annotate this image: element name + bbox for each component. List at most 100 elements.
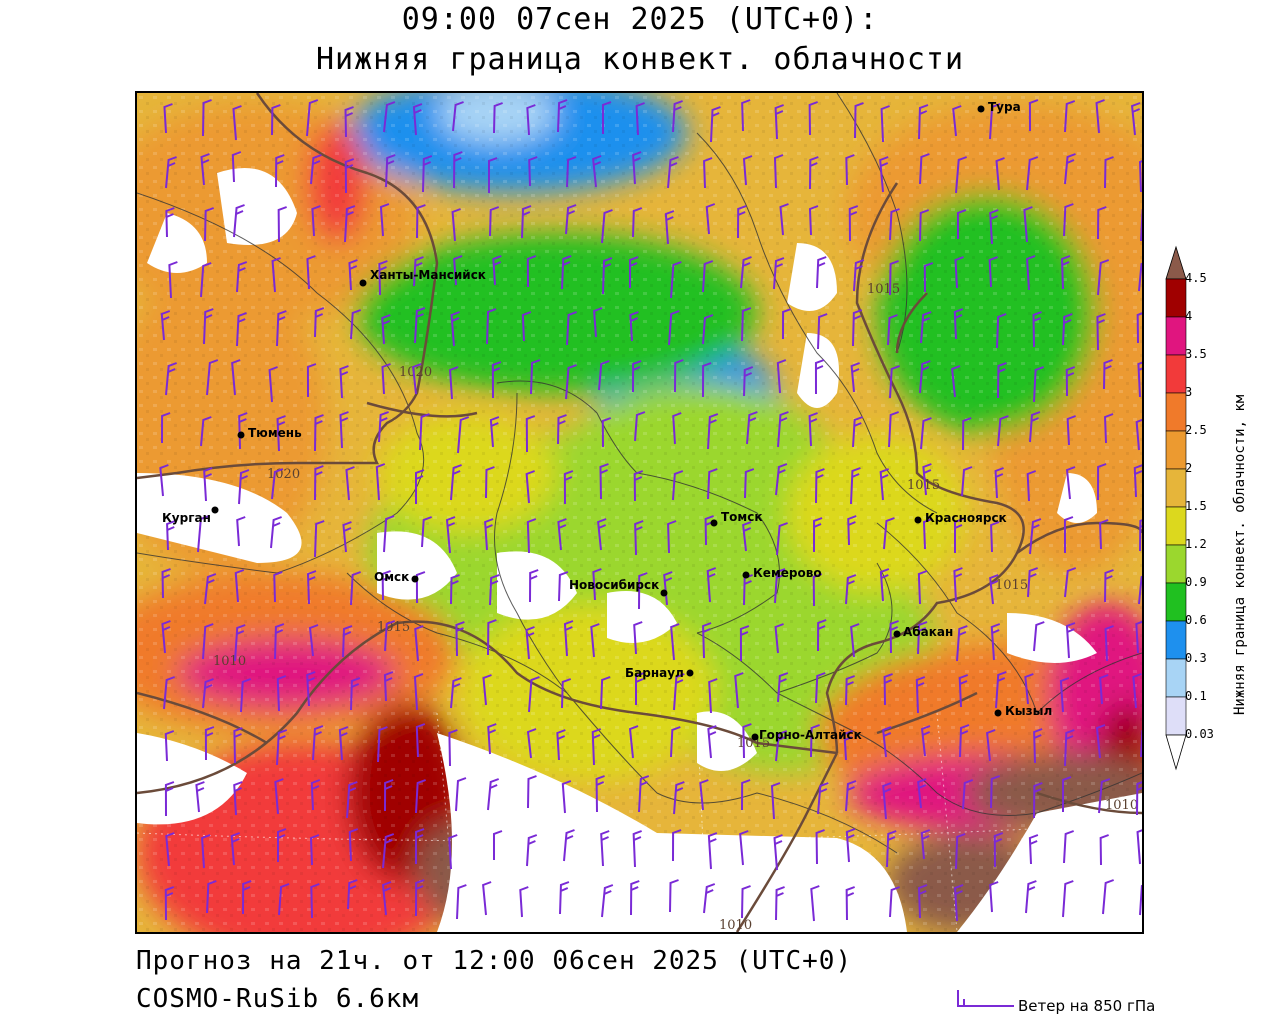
wind-barb xyxy=(889,620,899,654)
colorbar-band xyxy=(1165,392,1187,432)
wind-barb xyxy=(601,101,612,135)
wind-barb xyxy=(1104,625,1114,662)
wind-barb xyxy=(233,204,245,238)
wind-barb xyxy=(449,366,459,400)
wind-barb xyxy=(413,673,424,711)
wind-barb xyxy=(274,623,285,660)
wind-barb xyxy=(268,366,278,403)
colorbar-bands xyxy=(1165,245,1187,771)
colorbar-band xyxy=(1165,430,1187,470)
wind-barb xyxy=(1099,674,1109,705)
wind-barb xyxy=(1063,203,1074,237)
city-kemerovo[interactable]: Кемерово xyxy=(742,566,822,580)
colorbar-tick-label: 3 xyxy=(1185,385,1193,399)
wind-barb xyxy=(450,574,460,605)
city-krasnoyarsk[interactable]: Красноярск xyxy=(914,511,1007,525)
wind-barb xyxy=(808,205,819,236)
wind-barb xyxy=(632,151,642,185)
wind-barb xyxy=(273,571,283,603)
wind-barb xyxy=(889,208,900,241)
wind-barb xyxy=(852,309,863,347)
wind-barb xyxy=(308,624,319,657)
wind-barb xyxy=(165,362,178,396)
wind-barb xyxy=(634,411,646,442)
wind-barb xyxy=(379,203,390,237)
city-label: Ханты-Мансийск xyxy=(370,268,486,282)
wind-barb xyxy=(344,158,355,194)
city-tyumen[interactable]: Тюмень xyxy=(237,426,303,440)
city-dot xyxy=(710,519,718,527)
wind-barb xyxy=(1099,834,1109,866)
wind-barb xyxy=(230,832,241,866)
wind-barb xyxy=(989,881,999,913)
wind-barb xyxy=(635,102,645,136)
wind-barb xyxy=(277,206,287,243)
wind-barb xyxy=(848,205,859,242)
wind-barb xyxy=(922,518,933,550)
wind-barb xyxy=(995,671,1007,709)
forecast-map[interactable]: 1020 1020 1015 1015 1015 1010 1010 1015 … xyxy=(135,91,1144,934)
city-novosibirsk[interactable]: Новосибирск xyxy=(569,578,668,597)
colorbar-band xyxy=(1165,620,1187,660)
city-tomsk[interactable]: Томск xyxy=(710,510,763,527)
wind-barb xyxy=(888,411,900,448)
wind-barb xyxy=(236,261,248,293)
isobar-label: 1010 xyxy=(213,654,246,669)
wind-barb xyxy=(383,101,396,133)
city-omsk[interactable]: Омск xyxy=(374,570,419,584)
city-abakan[interactable]: Абакан xyxy=(893,625,954,639)
colorbar-tick-label: 4 xyxy=(1185,309,1193,323)
wind-barb xyxy=(240,678,252,713)
wind-barb xyxy=(338,726,349,761)
wind-barb xyxy=(206,359,219,396)
wind-barb xyxy=(629,256,639,289)
isobar-label: 1010 xyxy=(719,918,752,932)
colorbar-top-arrow xyxy=(1165,245,1187,280)
wind-barb xyxy=(488,157,498,194)
wind-barb xyxy=(699,779,709,811)
city-barnaul[interactable]: Барнаул xyxy=(625,666,694,680)
wind-barb xyxy=(521,205,532,239)
wind-barb xyxy=(1138,575,1142,605)
wind-barb xyxy=(1064,100,1076,133)
wind-barb xyxy=(815,672,826,704)
wind-barb xyxy=(1137,361,1142,398)
wind-barb xyxy=(1097,206,1107,240)
wind-barb xyxy=(526,834,538,867)
city-label: Тура xyxy=(988,100,1021,114)
wind-barb xyxy=(1095,724,1106,759)
wind-barb xyxy=(773,257,785,290)
wind-barb xyxy=(952,105,962,137)
wind-barb xyxy=(271,104,281,136)
wind-barb xyxy=(959,724,970,758)
city-khanty[interactable]: Ханты-Мансийск xyxy=(359,268,486,287)
wind-barb xyxy=(348,259,358,291)
city-kyzyl[interactable]: Кызыл xyxy=(994,704,1053,718)
wind-barb xyxy=(600,676,611,710)
city-kurgan[interactable]: Курган xyxy=(162,506,219,526)
wind-barb xyxy=(889,365,901,399)
wind-barb xyxy=(883,517,895,550)
wind-barb xyxy=(342,625,353,658)
wind-barb xyxy=(598,360,610,391)
city-tura[interactable]: Тура xyxy=(977,100,1021,114)
wind-barb xyxy=(529,569,539,603)
wind-barb xyxy=(810,724,820,758)
wind-barb xyxy=(779,203,789,236)
wind-barb xyxy=(168,261,178,299)
wind-barb xyxy=(1140,209,1142,242)
admin-borders xyxy=(137,93,1142,854)
map-canvas: 1020 1020 1015 1015 1015 1010 1010 1015 … xyxy=(137,93,1142,932)
city-label: Красноярск xyxy=(925,511,1007,525)
wind-barb xyxy=(234,624,246,662)
wind-barb xyxy=(879,468,890,501)
wind-barb xyxy=(843,730,853,761)
wind-barb xyxy=(917,884,928,919)
wind-barb xyxy=(775,730,788,762)
wind-barb xyxy=(1138,262,1142,292)
colorbar-band xyxy=(1165,468,1187,508)
wind-barb xyxy=(344,106,354,138)
wind-barb xyxy=(451,208,461,242)
city-gorno-altaysk[interactable]: Горно-Алтайск xyxy=(751,728,862,742)
wind-barb xyxy=(382,833,395,869)
